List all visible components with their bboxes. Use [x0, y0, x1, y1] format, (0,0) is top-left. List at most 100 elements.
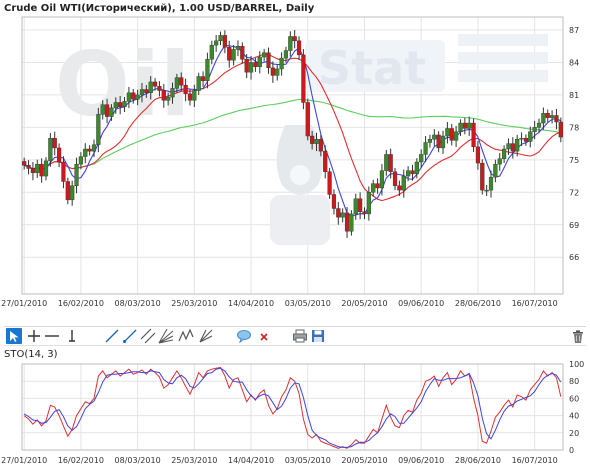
pitchfork-icon[interactable]	[198, 328, 214, 344]
ray-icon[interactable]	[122, 328, 138, 344]
candle-down	[362, 211, 367, 215]
candle-down	[26, 165, 31, 169]
candle-down	[118, 102, 123, 108]
candle-up	[231, 49, 236, 61]
candle-down	[480, 162, 485, 191]
candle-down	[157, 86, 162, 91]
sto-tick-label: 100	[569, 360, 584, 369]
candle-up	[83, 148, 88, 157]
candle-up	[506, 143, 511, 150]
candle-up	[467, 122, 472, 129]
candle-up	[427, 139, 433, 143]
date-tick-label: 09/06/2010	[398, 299, 444, 308]
sto-date-tick-label: 14/04/2010	[228, 456, 274, 465]
candle-up	[384, 154, 389, 171]
candlestick-series	[22, 29, 563, 238]
candle-up	[100, 104, 105, 115]
candle-up	[170, 88, 175, 98]
price-axis: 66 69 72 75 78 81 84 87	[569, 26, 579, 262]
candle-up	[139, 89, 145, 96]
candle-down	[397, 185, 402, 191]
trash-icon[interactable]	[570, 328, 586, 344]
candle-up	[440, 135, 446, 149]
candle-up	[196, 76, 201, 91]
candle-up	[96, 114, 101, 145]
candle-up	[532, 127, 537, 132]
candle-up	[493, 163, 498, 178]
candle-up	[122, 101, 127, 108]
candle-down	[152, 81, 158, 87]
fibonacci-fan-icon[interactable]	[158, 328, 174, 344]
sto-d-line	[23, 367, 562, 448]
candle-up	[257, 56, 262, 67]
print-icon[interactable]	[292, 328, 308, 344]
candle-down	[200, 76, 206, 82]
date-tick-label: 14/04/2010	[228, 299, 274, 308]
sto-tick-label: 40	[569, 412, 579, 421]
sto-date-tick-label: 03/05/2010	[285, 456, 331, 465]
date-tick-label: 16/02/2010	[58, 299, 104, 308]
sto-tick-label: 80	[569, 377, 579, 386]
candle-up	[541, 113, 546, 124]
watermark-stat: Stat	[318, 41, 426, 95]
candle-down	[388, 154, 393, 172]
candle-down	[375, 183, 380, 189]
vertical-line-icon[interactable]	[64, 328, 80, 344]
horizontal-line-icon[interactable]	[44, 328, 60, 344]
candle-up	[528, 131, 533, 142]
candle-up	[423, 142, 428, 155]
comment-icon[interactable]	[236, 328, 252, 344]
candle-down	[296, 40, 302, 56]
candle-down	[144, 89, 149, 93]
watermark-drop-highlight	[290, 165, 310, 185]
candle-down	[270, 67, 275, 76]
candle-down	[510, 143, 515, 152]
delete-x-icon[interactable]	[256, 328, 272, 344]
candle-down	[161, 90, 166, 101]
channel-icon[interactable]	[140, 328, 156, 344]
candle-up	[262, 52, 267, 58]
watermark-stat-panel	[305, 40, 445, 92]
sto-date-tick-label: 27/01/2010	[1, 456, 47, 465]
date-tick-label: 16/07/2010	[512, 299, 558, 308]
date-tick-label: 27/01/2010	[1, 299, 47, 308]
sto-date-tick-label: 08/03/2010	[115, 456, 161, 465]
candle-up	[248, 62, 254, 73]
candle-up	[148, 81, 153, 93]
candle-down	[22, 161, 27, 166]
cursor-icon[interactable]	[6, 328, 22, 344]
crosshair-icon[interactable]	[26, 328, 42, 344]
candle-down	[179, 77, 184, 86]
candle-up	[174, 77, 179, 89]
candle-up	[70, 185, 75, 201]
price-tick-label: 69	[569, 221, 579, 230]
candle-down	[56, 147, 62, 163]
candle-up	[432, 134, 437, 140]
candle-up	[43, 160, 49, 177]
candle-down	[410, 170, 415, 175]
wave-icon[interactable]	[178, 328, 194, 344]
candle-down	[305, 102, 310, 137]
save-icon[interactable]	[310, 328, 326, 344]
candle-up	[445, 128, 450, 137]
candle-up	[353, 198, 358, 215]
candle-up	[35, 163, 40, 174]
sto-lines	[23, 366, 562, 449]
main-border	[21, 16, 564, 295]
price-tick-label: 66	[569, 253, 579, 262]
candle-up	[458, 122, 463, 132]
candle-up	[192, 90, 197, 101]
candle-down	[131, 92, 136, 100]
candle-down	[545, 113, 550, 118]
candle-down	[344, 212, 350, 232]
sto-k-line	[23, 366, 562, 449]
candle-up	[48, 137, 53, 162]
candle-down	[87, 148, 92, 152]
candle-down	[558, 121, 563, 138]
candle-down	[462, 122, 467, 129]
trend-line-icon[interactable]	[104, 328, 120, 344]
sto-date-axis: 27/01/2010 16/02/2010 08/03/2010 25/03/2010…	[1, 456, 558, 465]
candle-up	[218, 35, 223, 42]
candle-up	[113, 102, 118, 109]
